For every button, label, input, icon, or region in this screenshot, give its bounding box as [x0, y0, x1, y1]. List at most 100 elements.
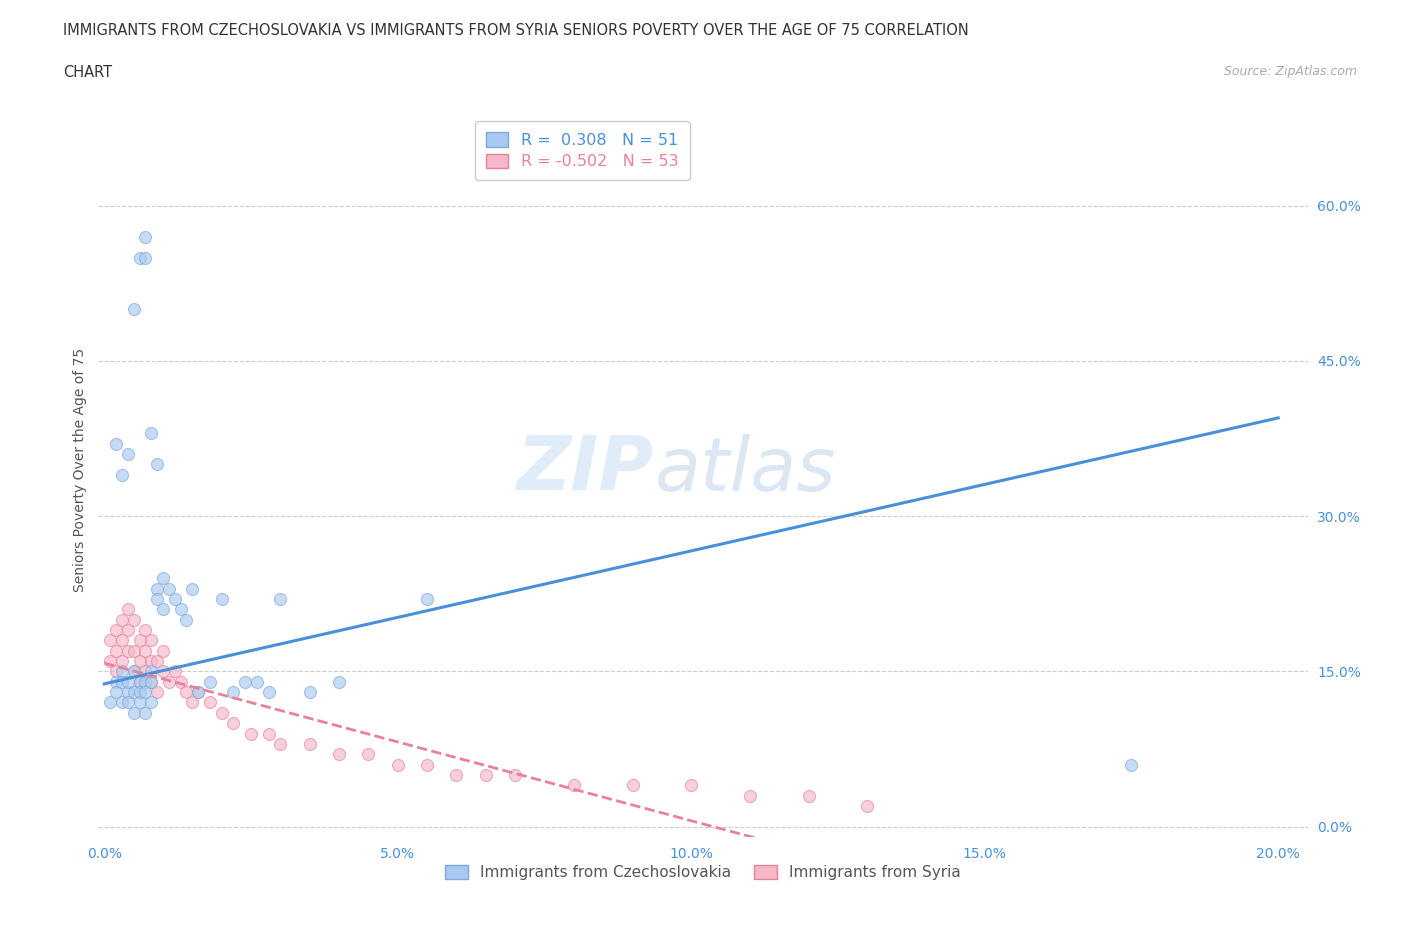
Point	[105, 684, 128, 699]
Point	[111, 468, 134, 483]
Point	[122, 644, 145, 658]
Point	[198, 695, 221, 710]
Point	[198, 674, 221, 689]
Point	[152, 602, 174, 617]
Point	[128, 684, 150, 699]
Point	[128, 674, 150, 689]
Point	[152, 664, 174, 679]
Point	[134, 674, 156, 689]
Point	[222, 716, 245, 731]
Point	[128, 250, 150, 265]
Point	[141, 664, 163, 679]
Point	[503, 767, 526, 782]
Point	[738, 788, 761, 803]
Point	[181, 581, 204, 596]
Point	[163, 591, 186, 606]
Point	[681, 777, 703, 792]
Point	[141, 654, 163, 669]
Text: ZIP: ZIP	[517, 433, 655, 506]
Point	[141, 674, 163, 689]
Point	[134, 622, 156, 637]
Point	[387, 757, 409, 772]
Point	[128, 654, 150, 669]
Point	[446, 767, 468, 782]
Legend: R =  0.308   N = 51, R = -0.502   N = 53: R = 0.308 N = 51, R = -0.502 N = 53	[474, 121, 690, 180]
Point	[122, 664, 145, 679]
Point	[117, 602, 139, 617]
Point	[117, 622, 139, 637]
Point	[134, 705, 156, 720]
Point	[141, 674, 163, 689]
Point	[111, 695, 134, 710]
Point	[111, 654, 134, 669]
Point	[246, 674, 269, 689]
Point	[298, 737, 321, 751]
Point	[111, 674, 134, 689]
Point	[357, 747, 380, 762]
Point	[298, 684, 321, 699]
Point	[128, 674, 150, 689]
Point	[211, 591, 233, 606]
Point	[134, 644, 156, 658]
Point	[163, 664, 186, 679]
Point	[146, 654, 169, 669]
Point	[146, 581, 169, 596]
Point	[122, 612, 145, 627]
Point	[211, 705, 233, 720]
Point	[257, 684, 280, 699]
Point	[169, 602, 191, 617]
Point	[146, 457, 169, 472]
Point	[416, 757, 439, 772]
Point	[146, 591, 169, 606]
Point	[141, 633, 163, 648]
Point	[141, 426, 163, 441]
Point	[181, 695, 204, 710]
Point	[111, 664, 134, 679]
Point	[98, 695, 121, 710]
Point	[117, 674, 139, 689]
Point	[122, 705, 145, 720]
Point	[146, 684, 169, 699]
Point	[152, 644, 174, 658]
Point	[105, 436, 128, 451]
Point	[257, 726, 280, 741]
Point	[122, 684, 145, 699]
Text: atlas: atlas	[655, 433, 837, 506]
Point	[105, 664, 128, 679]
Point	[1121, 757, 1143, 772]
Point	[141, 695, 163, 710]
Point	[128, 633, 150, 648]
Point	[797, 788, 820, 803]
Point	[98, 633, 121, 648]
Point	[134, 250, 156, 265]
Point	[233, 674, 256, 689]
Point	[117, 644, 139, 658]
Point	[157, 674, 180, 689]
Point	[111, 633, 134, 648]
Text: IMMIGRANTS FROM CZECHOSLOVAKIA VS IMMIGRANTS FROM SYRIA SENIORS POVERTY OVER THE: IMMIGRANTS FROM CZECHOSLOVAKIA VS IMMIGR…	[63, 23, 969, 38]
Point	[269, 737, 291, 751]
Point	[134, 664, 156, 679]
Point	[98, 654, 121, 669]
Point	[562, 777, 585, 792]
Point	[111, 612, 134, 627]
Point	[105, 644, 128, 658]
Point	[117, 446, 139, 461]
Point	[117, 684, 139, 699]
Point	[187, 684, 209, 699]
Point	[328, 747, 350, 762]
Text: Source: ZipAtlas.com: Source: ZipAtlas.com	[1223, 65, 1357, 78]
Point	[117, 695, 139, 710]
Text: CHART: CHART	[63, 65, 112, 80]
Point	[152, 571, 174, 586]
Point	[621, 777, 644, 792]
Point	[169, 674, 191, 689]
Point	[105, 622, 128, 637]
Point	[856, 799, 879, 814]
Point	[122, 302, 145, 317]
Point	[328, 674, 350, 689]
Point	[134, 684, 156, 699]
Point	[222, 684, 245, 699]
Point	[176, 612, 198, 627]
Point	[157, 581, 180, 596]
